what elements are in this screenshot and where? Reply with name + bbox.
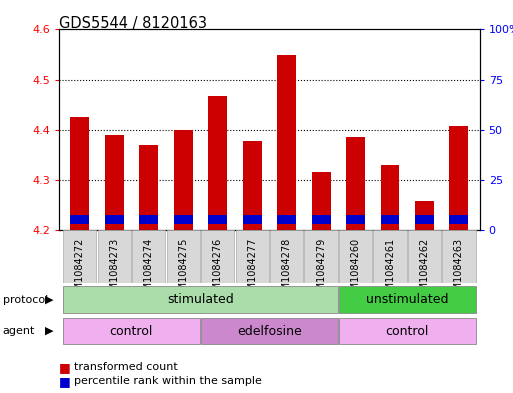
Text: GSM1084274: GSM1084274 [144,238,154,303]
Text: ■: ■ [59,375,71,388]
Text: GSM1084275: GSM1084275 [178,238,188,303]
Text: GSM1084276: GSM1084276 [212,238,223,303]
Text: GSM1084261: GSM1084261 [385,238,395,303]
FancyBboxPatch shape [63,318,200,344]
Text: GSM1084279: GSM1084279 [316,238,326,303]
Bar [243,141,262,230]
Text: transformed count: transformed count [74,362,178,373]
FancyBboxPatch shape [97,230,131,283]
Bar [277,215,296,224]
Bar [277,55,296,230]
FancyBboxPatch shape [442,230,476,283]
FancyBboxPatch shape [132,230,165,283]
Bar [70,117,89,230]
Bar [415,215,434,224]
Text: agent: agent [3,326,35,336]
Bar [449,126,468,230]
Text: percentile rank within the sample: percentile rank within the sample [74,376,262,386]
Bar [139,215,158,224]
Text: stimulated: stimulated [167,293,234,306]
Text: GSM1084278: GSM1084278 [282,238,291,303]
FancyBboxPatch shape [339,230,372,283]
Text: GSM1084277: GSM1084277 [247,238,257,303]
Text: GSM1084272: GSM1084272 [75,238,85,303]
Bar [105,215,124,224]
Bar [105,135,124,230]
Text: ▶: ▶ [45,326,53,336]
Text: edelfosine: edelfosine [237,325,302,338]
Text: control: control [386,325,429,338]
Bar [208,215,227,224]
Text: GSM1084262: GSM1084262 [420,238,429,303]
Bar [381,215,400,224]
Text: GSM1084263: GSM1084263 [454,238,464,303]
FancyBboxPatch shape [63,230,96,283]
FancyBboxPatch shape [270,230,303,283]
Bar [381,165,400,230]
Bar [173,130,192,230]
FancyBboxPatch shape [339,318,476,344]
Text: GDS5544 / 8120163: GDS5544 / 8120163 [59,16,207,31]
FancyBboxPatch shape [339,286,476,313]
Text: unstimulated: unstimulated [366,293,448,306]
Bar [208,95,227,230]
Bar [243,215,262,224]
FancyBboxPatch shape [167,230,200,283]
Text: ▶: ▶ [45,295,53,305]
Bar [311,215,330,224]
FancyBboxPatch shape [305,230,338,283]
Bar [311,172,330,230]
Text: control: control [110,325,153,338]
Bar [346,215,365,224]
Text: GSM1084260: GSM1084260 [350,238,361,303]
Bar [449,215,468,224]
FancyBboxPatch shape [63,286,338,313]
Text: protocol: protocol [3,295,48,305]
Bar [70,215,89,224]
Bar [173,215,192,224]
FancyBboxPatch shape [373,230,407,283]
FancyBboxPatch shape [235,230,269,283]
FancyBboxPatch shape [201,230,234,283]
Bar [139,145,158,230]
Bar [415,201,434,230]
FancyBboxPatch shape [408,230,441,283]
Bar [346,137,365,230]
Text: ■: ■ [59,361,71,374]
FancyBboxPatch shape [201,318,338,344]
Text: GSM1084273: GSM1084273 [109,238,119,303]
